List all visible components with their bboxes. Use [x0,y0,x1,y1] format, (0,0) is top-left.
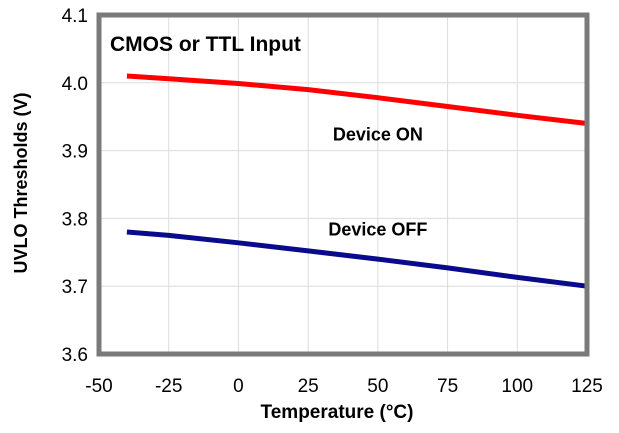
annotation-label: Device ON [333,124,423,144]
x-tick-label: -25 [155,376,182,397]
chart-title: CMOS or TTL Input [110,33,301,56]
y-tick-label: 3.6 [62,345,88,366]
x-axis-label: Temperature (°C) [261,402,414,423]
series-layer [126,73,588,289]
annotation-label: Device OFF [328,219,427,239]
x-tick-label: 0 [233,376,244,397]
x-tick-label: 125 [571,376,603,397]
plot-frame [96,12,590,357]
x-tick-label: 25 [298,376,319,397]
x-tick-label: 75 [437,376,458,397]
annotation-layer: Device ON Device OFF [328,124,427,239]
y-tick-label: 3.7 [62,277,88,298]
x-tick-label: -50 [85,376,112,397]
ticks-layer: -50 -25 0 25 50 75 100 125 3.6 3.7 3.8 3.9 4.0 4.1 [62,6,603,397]
y-tick-label: 4.0 [62,74,88,95]
y-tick-label: 3.8 [62,209,88,230]
y-axis-label: UVLO Thresholds (V) [11,92,31,273]
y-tick-label: 4.1 [62,6,88,27]
y-tick-label: 3.9 [62,142,88,163]
x-tick-label: 100 [501,376,533,397]
series-line-device-off [126,229,588,289]
grid-layer [99,15,587,354]
x-tick-label: 50 [367,376,388,397]
series-line-device-on [126,73,588,126]
